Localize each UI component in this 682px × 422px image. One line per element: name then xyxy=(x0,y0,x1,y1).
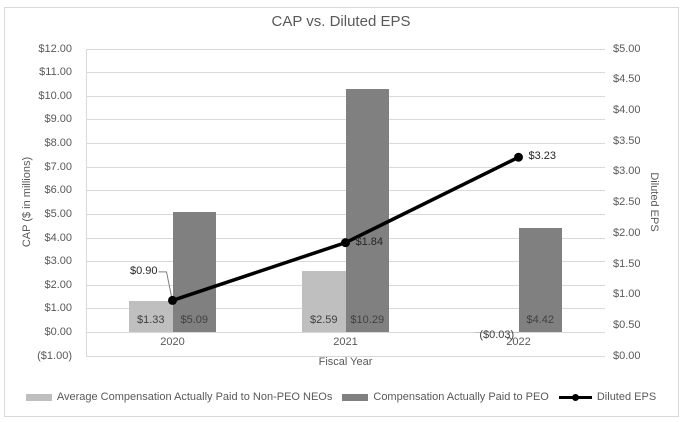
right-axis-tick-label: $0.00 xyxy=(613,349,641,362)
right-axis-tick-label: $1.00 xyxy=(613,288,641,301)
right-axis-tick-label: $2.00 xyxy=(613,226,641,239)
right-axis-tick-label: $5.00 xyxy=(613,42,641,55)
gridline xyxy=(86,355,605,357)
category-label-2021: 2021 xyxy=(333,336,358,348)
y-axis-line xyxy=(86,48,87,356)
left-axis-tick-label: $8.00 xyxy=(44,137,72,150)
bar-peo-2020[interactable] xyxy=(172,211,216,333)
left-axis-tick-label: ($1.00) xyxy=(37,349,72,362)
right-axis-tick-label: $4.00 xyxy=(613,103,641,116)
legend-item[interactable]: Diluted EPS xyxy=(558,391,657,403)
eps-marker-2021[interactable] xyxy=(341,238,350,248)
chart-title: CAP vs. Diluted EPS xyxy=(271,13,411,30)
left-axis-tick-label: $12.00 xyxy=(38,42,72,55)
left-axis-tick-label: $2.00 xyxy=(44,278,72,291)
right-axis-tick-label: $4.50 xyxy=(613,73,641,86)
right-axis-tick-label: $3.50 xyxy=(613,134,641,147)
bar-data-label: $10.29 xyxy=(350,314,385,327)
gridline xyxy=(86,48,605,50)
left-axis-tick-label: $9.00 xyxy=(44,113,72,126)
bar-data-label: $1.33 xyxy=(136,314,165,327)
eps-marker-2020[interactable] xyxy=(168,295,177,305)
legend-item[interactable]: Compensation Actually Paid to PEO xyxy=(342,391,549,403)
category-label-2022: 2022 xyxy=(506,336,531,348)
legend: Average Compensation Actually Paid to No… xyxy=(0,391,682,403)
legend-label: Average Compensation Actually Paid to No… xyxy=(56,391,333,403)
bar-peo-2021[interactable] xyxy=(345,88,389,333)
bar-data-label: $5.09 xyxy=(180,314,209,327)
eps-data-label: $1.84 xyxy=(355,235,384,248)
left-axis-tick-label: $11.00 xyxy=(39,66,72,79)
right-axis-tick-label: $0.50 xyxy=(613,318,641,331)
data-label-leader-line xyxy=(158,271,172,297)
eps-marker-2022[interactable] xyxy=(514,152,523,162)
legend-item[interactable]: Average Compensation Actually Paid to No… xyxy=(25,391,333,403)
diluted-eps-line[interactable] xyxy=(170,155,521,303)
legend-label: Compensation Actually Paid to PEO xyxy=(373,391,549,403)
eps-data-label: $3.23 xyxy=(528,150,557,163)
left-axis-tick-label: $7.00 xyxy=(44,160,72,173)
bar-nonpeo-2020[interactable] xyxy=(129,300,173,333)
gridline xyxy=(86,332,605,334)
category-label-2020: 2020 xyxy=(160,336,185,348)
bar-data-label: $4.42 xyxy=(526,314,555,327)
legend-swatch-icon xyxy=(342,393,369,401)
bar-nonpeo-2022[interactable] xyxy=(475,332,519,333)
legend-swatch-icon xyxy=(25,393,52,401)
right-axis-tick-label: $2.50 xyxy=(613,196,641,209)
bar-data-label: ($0.03) xyxy=(479,329,515,342)
left-axis-tick-label: $4.00 xyxy=(44,231,72,244)
left-axis-tick-label: $1.00 xyxy=(44,302,72,315)
bar-data-label: $2.59 xyxy=(309,314,338,327)
legend-line-dot xyxy=(571,393,579,401)
right-axis-tick-label: $3.00 xyxy=(613,165,641,178)
left-axis-tick-label: $5.00 xyxy=(44,207,72,220)
bar-nonpeo-2021[interactable] xyxy=(302,270,346,333)
bar-peo-2022[interactable] xyxy=(518,227,562,333)
gridline xyxy=(86,72,605,74)
left-axis-tick-label: $0.00 xyxy=(44,326,72,339)
legend-line-marker-icon xyxy=(558,393,592,402)
legend-label: Diluted EPS xyxy=(596,391,657,403)
right-axis-tick-label: $1.50 xyxy=(613,257,641,270)
x-axis-title: Fiscal Year xyxy=(318,356,373,368)
left-axis-tick-label: $6.00 xyxy=(44,184,72,197)
left-axis-tick-label: $3.00 xyxy=(44,255,72,268)
left-axis-tick-label: $10.00 xyxy=(38,89,72,102)
eps-data-label: $0.90 xyxy=(129,265,158,278)
